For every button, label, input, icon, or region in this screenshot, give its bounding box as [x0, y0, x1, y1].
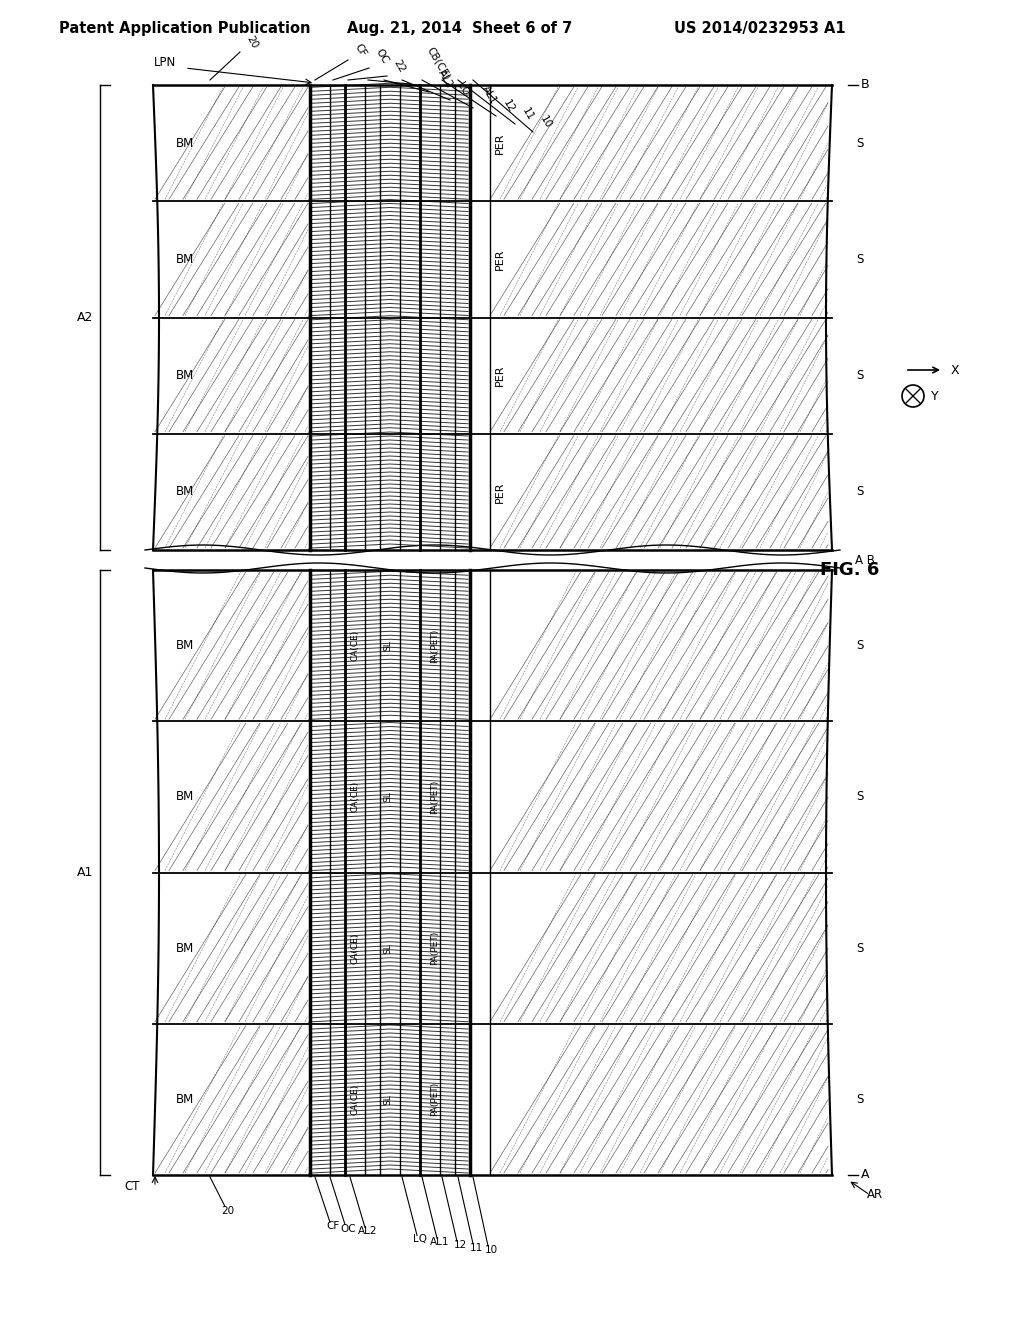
Text: BM: BM — [176, 941, 195, 954]
Text: CA(CE): CA(CE) — [350, 781, 359, 813]
Text: LQ: LQ — [413, 1234, 427, 1245]
Text: S: S — [856, 370, 863, 381]
Text: A B: A B — [855, 553, 874, 566]
Text: Y: Y — [931, 389, 939, 403]
Text: B: B — [861, 78, 869, 91]
Text: Aug. 21, 2014  Sheet 6 of 7: Aug. 21, 2014 Sheet 6 of 7 — [347, 21, 572, 36]
Text: PA(PET): PA(PET) — [430, 628, 439, 663]
Text: A: A — [861, 1168, 869, 1181]
Text: S: S — [856, 639, 863, 652]
Text: A2: A2 — [77, 312, 93, 323]
Text: 10: 10 — [538, 114, 553, 129]
Text: CF: CF — [327, 1221, 340, 1232]
Text: 20: 20 — [221, 1205, 234, 1216]
Text: 10: 10 — [484, 1245, 498, 1255]
Text: BM: BM — [176, 137, 195, 149]
Text: S: S — [856, 137, 863, 149]
Text: S: S — [856, 253, 863, 265]
Text: AL2: AL2 — [436, 69, 455, 90]
Text: SL: SL — [384, 640, 392, 651]
Text: AR: AR — [867, 1188, 883, 1201]
Text: S: S — [856, 486, 863, 499]
Text: PER: PER — [495, 132, 505, 154]
Text: S: S — [856, 941, 863, 954]
Text: SL: SL — [384, 792, 392, 803]
Text: SL: SL — [384, 1094, 392, 1105]
Text: CA(CE): CA(CE) — [350, 1084, 359, 1115]
Text: SL: SL — [384, 942, 392, 953]
Text: PER: PER — [495, 480, 505, 503]
Text: BM: BM — [176, 370, 195, 381]
Text: LQ: LQ — [455, 81, 471, 98]
Text: FIG. 6: FIG. 6 — [820, 561, 880, 579]
Text: Patent Application Publication: Patent Application Publication — [59, 21, 310, 36]
Text: US 2014/0232953 A1: US 2014/0232953 A1 — [674, 21, 846, 36]
Text: CB(CE): CB(CE) — [425, 45, 452, 82]
Text: PA(PET): PA(PET) — [430, 931, 439, 965]
Text: BM: BM — [176, 791, 195, 804]
Text: 22: 22 — [392, 58, 408, 74]
Text: 12: 12 — [501, 98, 516, 114]
Text: CA(CE): CA(CE) — [350, 932, 359, 964]
Circle shape — [902, 385, 924, 407]
Text: X: X — [950, 363, 959, 376]
Text: PA(PET): PA(PET) — [430, 1082, 439, 1117]
Text: AL1: AL1 — [430, 1237, 450, 1247]
Text: CA(CE): CA(CE) — [350, 630, 359, 661]
Text: 20: 20 — [245, 33, 260, 50]
Text: BM: BM — [176, 639, 195, 652]
Text: OC: OC — [340, 1224, 355, 1233]
Text: PA(PET): PA(PET) — [430, 780, 439, 814]
Text: S: S — [856, 791, 863, 804]
Text: BM: BM — [176, 486, 195, 499]
Text: CT: CT — [125, 1180, 140, 1193]
Text: 12: 12 — [454, 1241, 467, 1250]
Text: 11: 11 — [469, 1242, 482, 1253]
Text: OC: OC — [374, 48, 390, 66]
Text: LPN: LPN — [154, 57, 176, 70]
Text: BM: BM — [176, 1093, 195, 1106]
Text: BM: BM — [176, 253, 195, 265]
Text: PER: PER — [495, 364, 505, 387]
Text: AL2: AL2 — [358, 1226, 378, 1237]
Text: AL1: AL1 — [480, 84, 499, 106]
Text: S: S — [856, 1093, 863, 1106]
Text: 11: 11 — [520, 106, 536, 121]
Text: PER: PER — [495, 248, 505, 271]
Text: A1: A1 — [77, 866, 93, 879]
Text: CF: CF — [353, 41, 369, 58]
